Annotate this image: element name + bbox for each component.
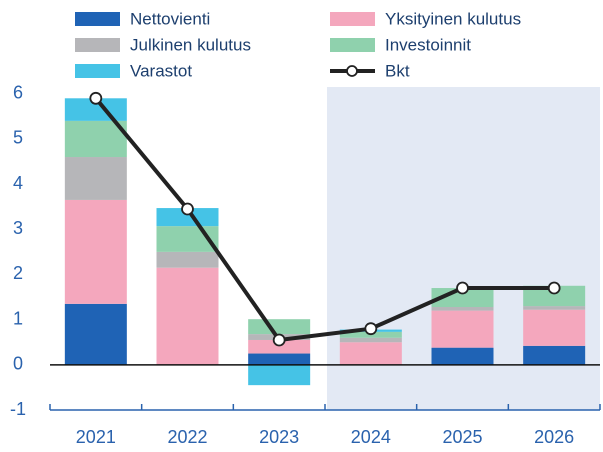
y-tick-label: 5 [13, 128, 23, 148]
bar-segment [156, 267, 219, 365]
bar-segment [431, 307, 494, 311]
bar-segment [156, 251, 219, 268]
bar-segment [248, 364, 311, 386]
bar-segment [523, 345, 586, 365]
legend-label: Julkinen kulutus [130, 35, 251, 54]
bar-segment [523, 309, 586, 346]
y-tick-label: 4 [13, 173, 23, 193]
x-tick-label: 2023 [259, 427, 299, 447]
legend-label: Varastot [130, 61, 192, 80]
legend-swatch [330, 38, 375, 52]
bar-segment [431, 347, 494, 365]
x-tick-label: 2024 [351, 427, 391, 447]
legend-swatch [75, 38, 120, 52]
line-marker [456, 281, 469, 295]
bar-segment [64, 157, 127, 200]
bar-segment [339, 337, 402, 343]
bar-segment [523, 306, 586, 310]
bar-segment [64, 199, 127, 304]
x-tick-label: 2022 [167, 427, 207, 447]
line-marker [89, 91, 103, 105]
y-tick-label: 6 [13, 83, 23, 103]
legend-label: Nettovienti [130, 9, 210, 28]
legend-label: Investoinnit [385, 35, 471, 54]
legend-label: Bkt [385, 61, 410, 80]
legend-swatch [75, 12, 120, 26]
line-marker [272, 333, 286, 347]
bar-segment [248, 319, 311, 335]
y-tick-label: -1 [10, 399, 26, 419]
bar-segment [431, 310, 494, 348]
y-tick-label: 2 [13, 263, 23, 283]
x-tick-label: 2021 [76, 427, 116, 447]
legend-label: Yksityinen kulutus [385, 9, 521, 28]
legend-marker [346, 65, 358, 77]
y-tick-label: 3 [13, 218, 23, 238]
bar-segment [248, 339, 311, 354]
bar-segment [248, 353, 311, 365]
line-marker [547, 281, 561, 295]
legend-swatch [330, 12, 375, 26]
bar-segment [523, 285, 586, 307]
line-marker [181, 202, 194, 216]
line [94, 97, 555, 343]
bar-segment [64, 120, 127, 158]
bar-segment [156, 208, 219, 227]
bar-segment [339, 342, 402, 365]
y-tick-label: 1 [13, 308, 23, 328]
line-marker [364, 322, 378, 336]
bar-segment [64, 303, 127, 365]
y-tick-label: 0 [13, 354, 23, 374]
x-tick-label: 2026 [534, 427, 574, 447]
x-tick-label: 2025 [442, 427, 482, 447]
legend-swatch [75, 64, 120, 78]
